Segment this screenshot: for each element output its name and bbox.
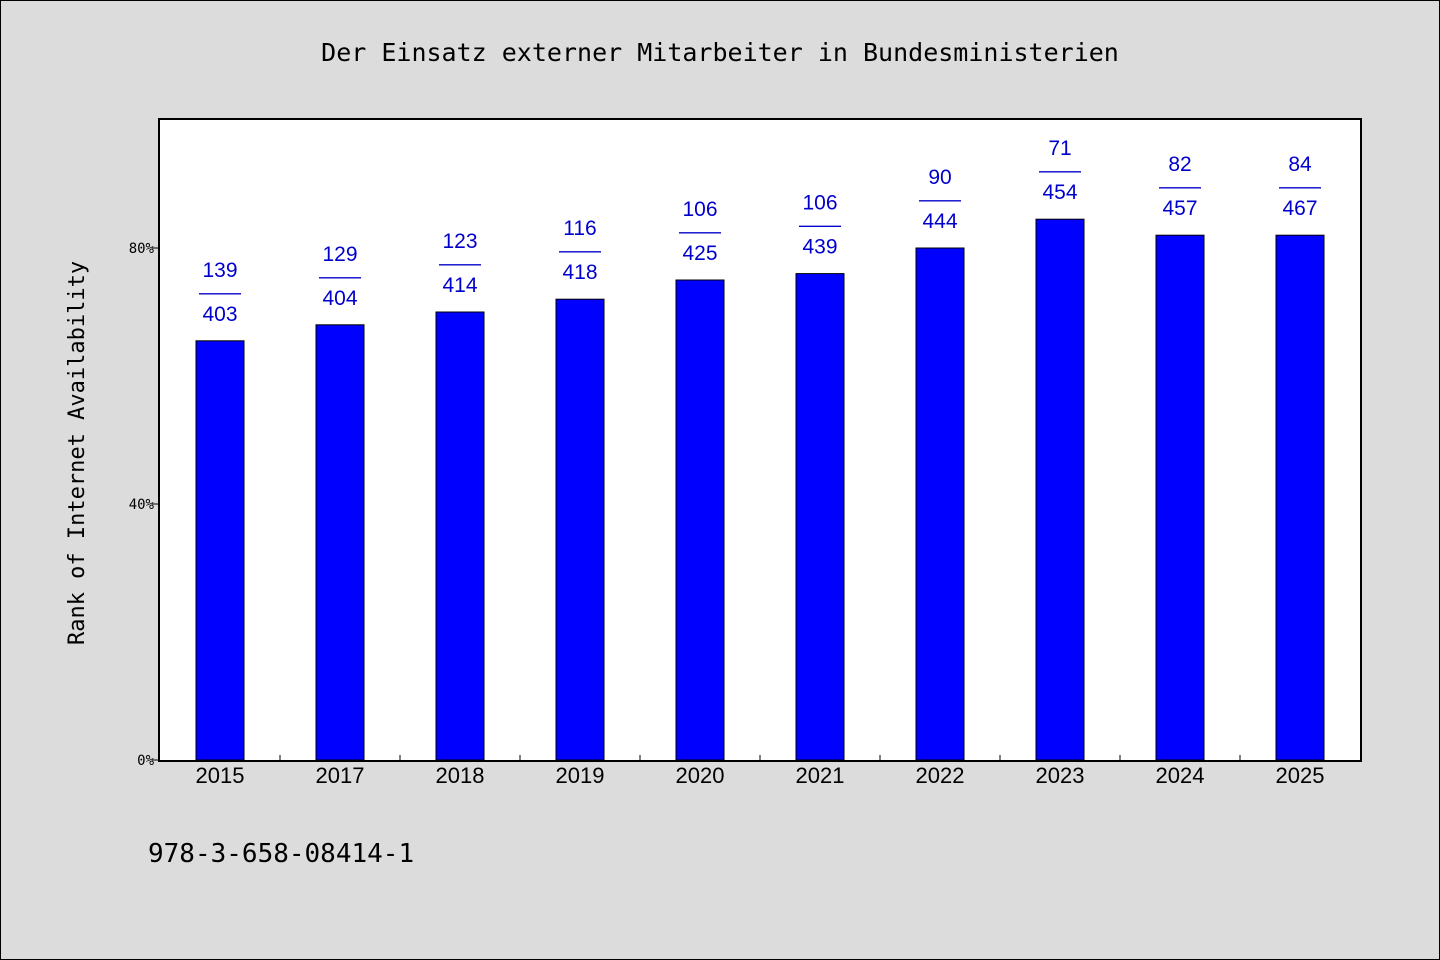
data-label-separator: —— [1159,175,1201,198]
data-label-bottom: 425 [682,242,717,265]
data-label-separator: —— [319,265,361,288]
data-label-bottom: 454 [1042,181,1077,204]
data-label-top: 106 [682,198,717,221]
data-label-separator: —— [679,220,721,243]
bar-2018 [435,311,485,761]
y-tick-label: 0% [137,753,154,769]
x-tick-label: 2022 [916,763,965,788]
data-label-bottom: 444 [922,210,957,233]
bar-2020 [675,279,725,761]
y-tick-label: 80% [129,241,155,257]
data-label-separator: —— [199,281,241,304]
bars [195,218,1325,761]
bar-2021 [795,273,845,761]
data-label-top: 116 [563,217,596,240]
x-tick-label: 2025 [1276,763,1325,788]
x-tick-label: 2017 [316,763,365,788]
x-tick-label: 2023 [1036,763,1085,788]
data-label-top: 106 [802,192,837,215]
data-label-top: 84 [1288,153,1312,176]
data-label-separator: —— [799,214,841,237]
data-label-bottom: 404 [322,287,357,310]
data-label-top: 129 [322,243,357,266]
data-label-bottom: 439 [802,236,837,259]
data-label-separator: —— [439,252,481,275]
data-label-bottom: 467 [1282,197,1317,220]
data-label-top: 139 [202,259,237,282]
x-tick-label: 2019 [556,763,605,788]
data-label-top: 123 [442,230,477,253]
data-label-bottom: 457 [1162,197,1197,220]
x-axis: 2015 2017 2018 2019 2020 2021 2022 2023 2024 2025 [196,755,1325,788]
data-label-top: 90 [928,166,951,189]
bar-2023 [1035,218,1085,761]
data-label-separator: —— [1039,159,1081,182]
data-label-separator: —— [1279,175,1321,198]
bar-2022 [915,247,965,761]
x-tick-label: 2015 [196,763,245,788]
data-label-top: 71 [1048,137,1071,160]
bar-2024 [1155,234,1205,761]
y-tick-label: 40% [129,497,155,513]
data-labels: 139——403129——404123——414116——418106——425… [199,137,1321,326]
x-tick-label: 2020 [676,763,725,788]
data-label-top: 82 [1168,153,1191,176]
data-label-bottom: 414 [442,274,477,297]
bar-2019 [555,298,605,761]
data-label-separator: —— [919,188,961,211]
x-tick-label: 2024 [1156,763,1205,788]
y-axis: 0% 40% 80% [129,241,160,769]
x-tick-label: 2018 [436,763,485,788]
data-label-bottom: 403 [202,303,237,326]
data-label-bottom: 418 [562,261,597,284]
bar-2025 [1275,234,1325,761]
data-label-separator: —— [559,239,601,262]
y-axis-label: Rank of Internet Availability [65,261,90,645]
bar-2015 [195,340,245,761]
isbn-footer: 978-3-658-08414-1 [148,839,414,869]
x-tick-label: 2021 [796,763,845,788]
chart-title: Der Einsatz externer Mitarbeiter in Bund… [321,38,1119,67]
bar-2017 [315,324,365,761]
